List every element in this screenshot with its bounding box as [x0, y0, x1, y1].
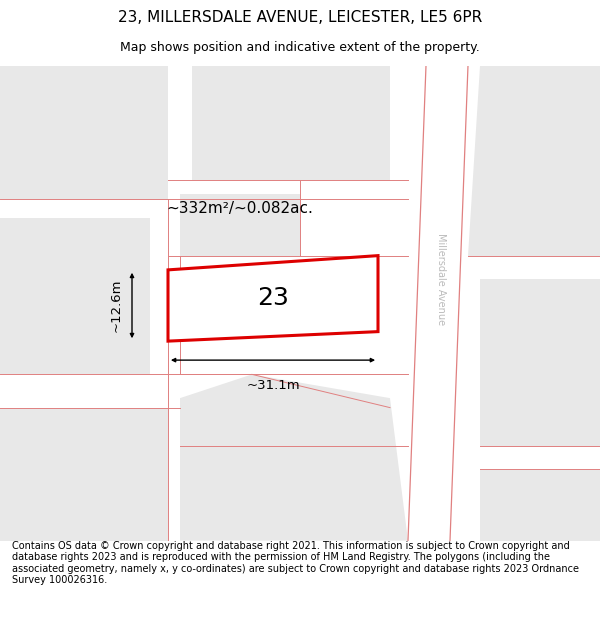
Text: Millersdale Avenue: Millersdale Avenue — [436, 233, 446, 326]
Polygon shape — [480, 279, 600, 446]
Polygon shape — [480, 469, 600, 541]
Text: Map shows position and indicative extent of the property.: Map shows position and indicative extent… — [120, 41, 480, 54]
Text: ~332m²/~0.082ac.: ~332m²/~0.082ac. — [167, 201, 313, 216]
Polygon shape — [408, 66, 468, 541]
Polygon shape — [0, 66, 168, 199]
Polygon shape — [0, 408, 168, 541]
Text: ~12.6m: ~12.6m — [110, 279, 123, 332]
Polygon shape — [192, 66, 390, 179]
Text: ~31.1m: ~31.1m — [246, 379, 300, 392]
Polygon shape — [468, 66, 600, 256]
Polygon shape — [0, 217, 150, 374]
Polygon shape — [168, 256, 378, 341]
Text: Contains OS data © Crown copyright and database right 2021. This information is : Contains OS data © Crown copyright and d… — [12, 541, 579, 586]
Text: 23, MILLERSDALE AVENUE, LEICESTER, LE5 6PR: 23, MILLERSDALE AVENUE, LEICESTER, LE5 6… — [118, 10, 482, 25]
Polygon shape — [180, 194, 300, 256]
Text: 23: 23 — [257, 286, 289, 311]
Polygon shape — [180, 374, 408, 541]
